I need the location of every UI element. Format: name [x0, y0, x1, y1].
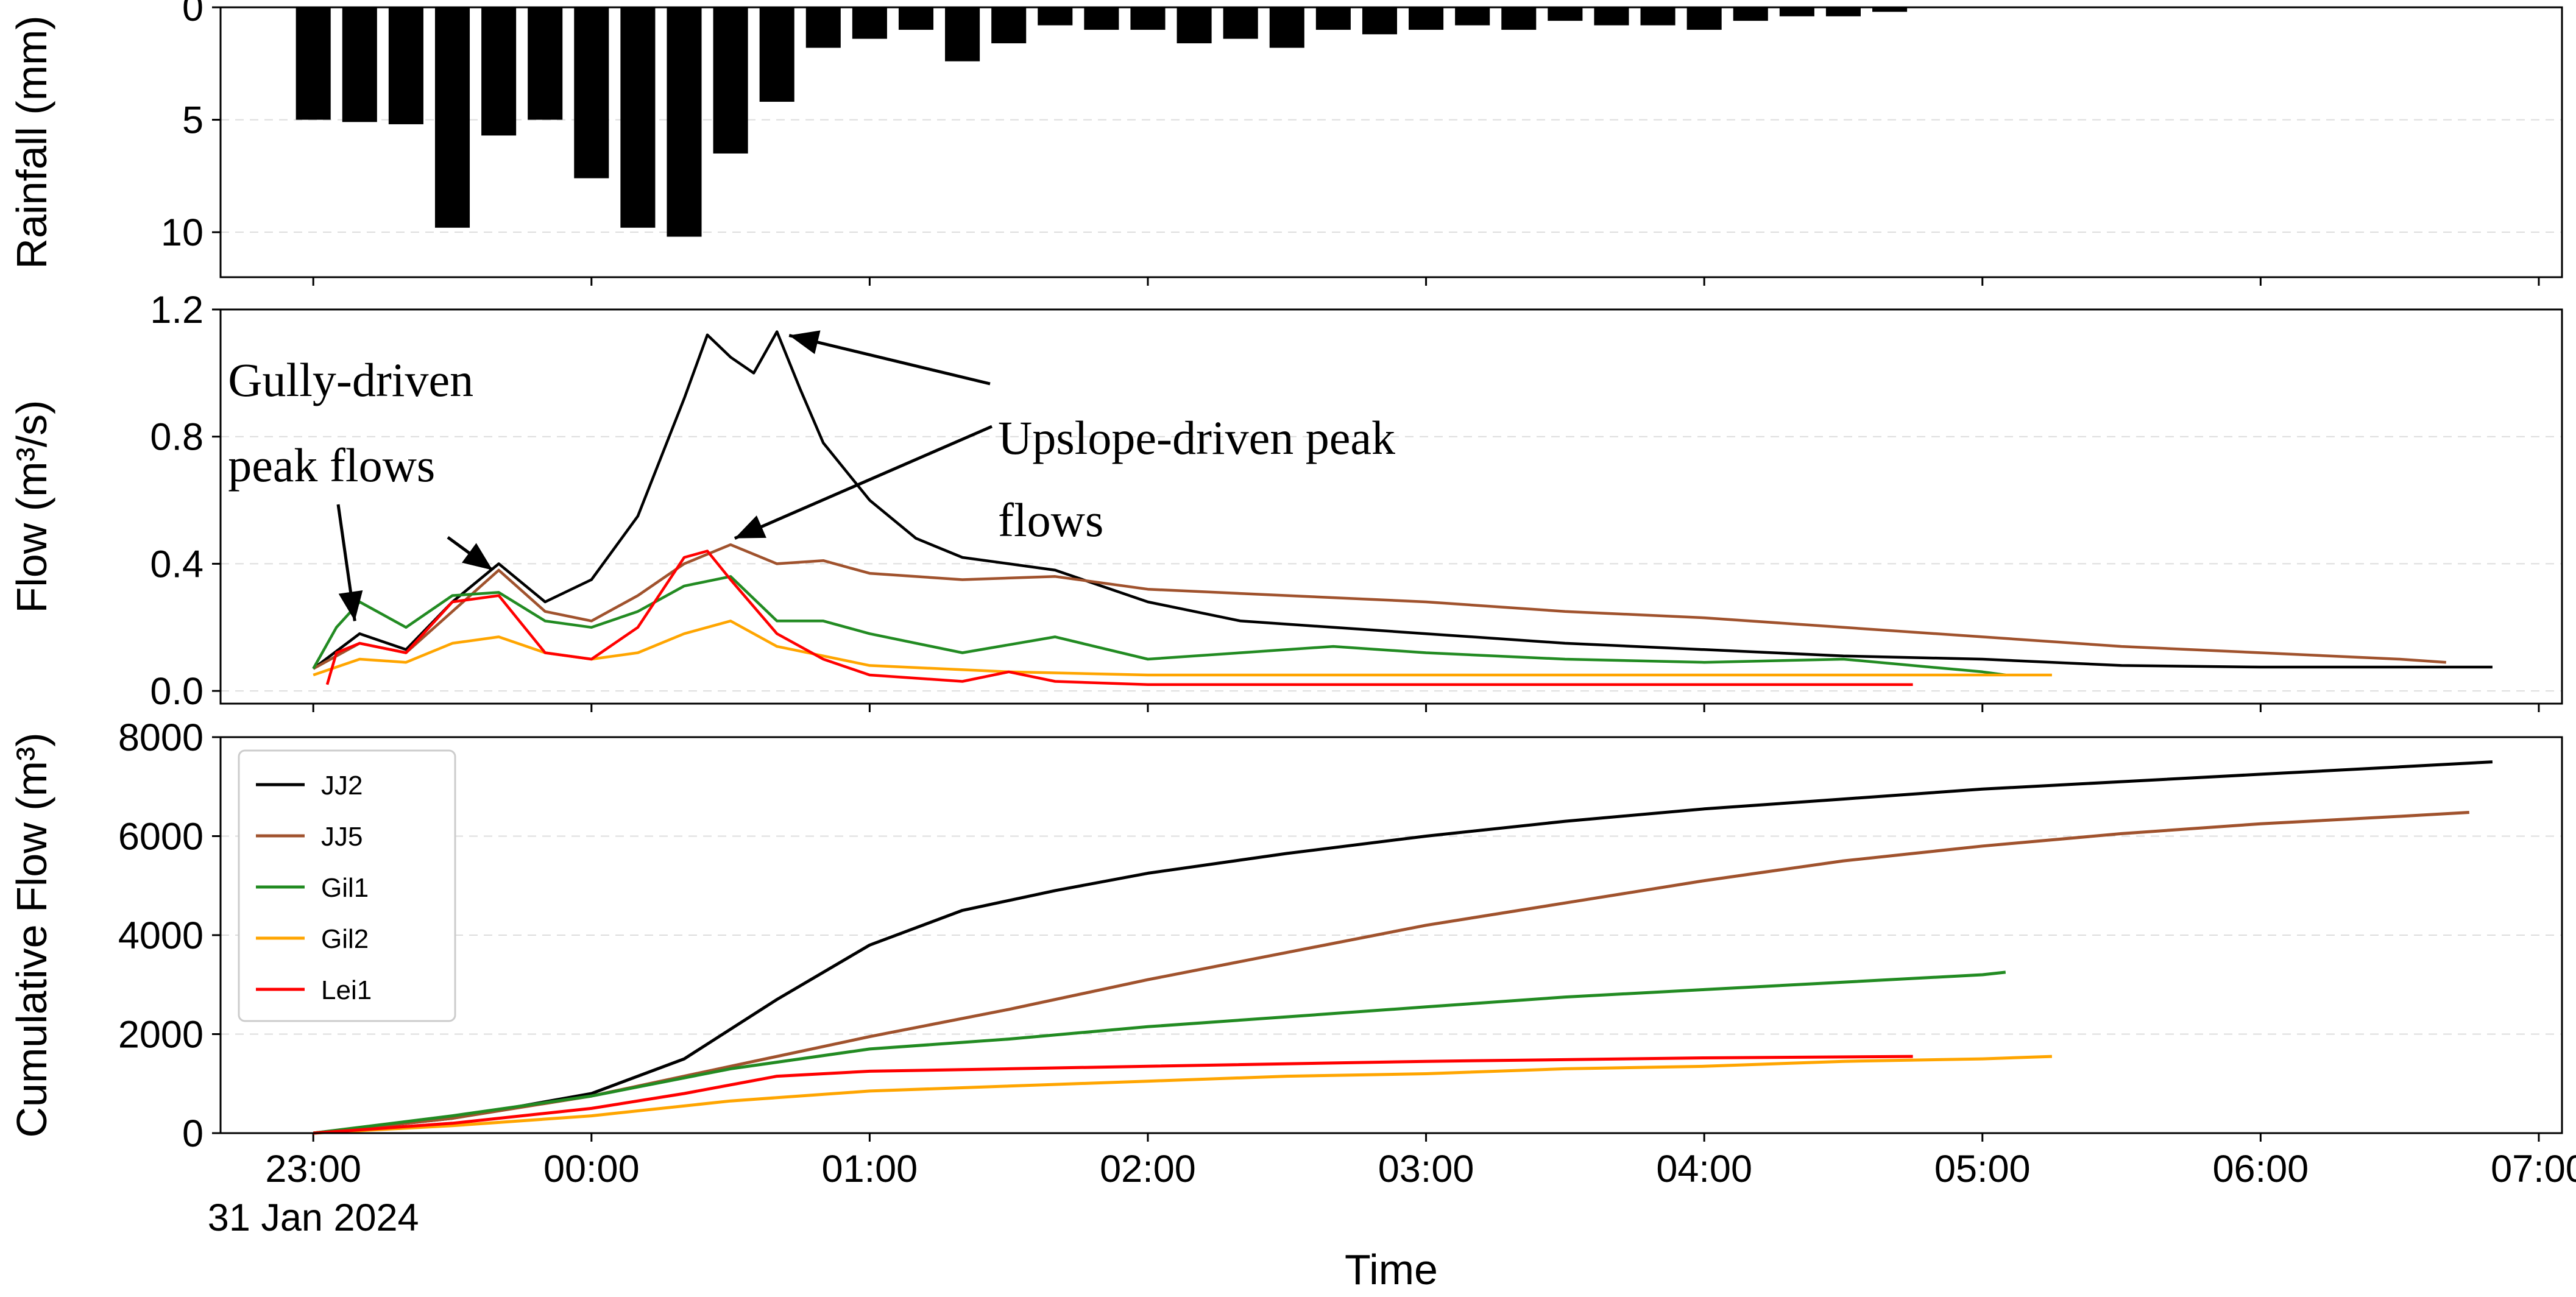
rainfall-bar: [434, 7, 470, 228]
rainfall-bar: [1548, 7, 1583, 21]
time-tick-label: 06:00: [2213, 1148, 2309, 1190]
rainfall-bar: [1825, 7, 1861, 16]
rainfall-bar: [528, 7, 563, 120]
rainfall-bar: [1501, 7, 1537, 30]
cumulative-ytick-label: 0: [182, 1112, 203, 1155]
legend-label-lei1: Lei1: [321, 975, 372, 1005]
upslope-arrow-1-shaft: [788, 334, 991, 386]
cumulative-line-gil2: [313, 1055, 2052, 1135]
rainfall-bar: [1223, 7, 1258, 39]
time-tick-label: 07:00: [2491, 1148, 2576, 1190]
cumulative-frame: [219, 736, 2563, 1134]
legend-label-gil2: Gil2: [321, 924, 369, 954]
rainfall-bar: [620, 7, 656, 228]
flow-line-gil1: [312, 575, 2006, 677]
rainfall-ytick-label: 10: [161, 211, 203, 254]
rainfall-bar: [1315, 7, 1351, 30]
cumulative-line-lei1: [313, 1055, 1913, 1135]
time-tick-label: 03:00: [1378, 1148, 1474, 1190]
flow-ytick-label: 0.4: [150, 543, 203, 585]
cumulative-ylabel: Cumulative Flow (m³): [8, 732, 55, 1137]
rainfall-bar: [1872, 7, 1908, 12]
legend-box: [238, 749, 456, 1022]
rainfall-bar: [759, 7, 794, 102]
rainfall-ytick-label: 0: [182, 0, 203, 29]
time-tick-label: 23:00: [265, 1148, 361, 1190]
flow-line-jj5: [313, 543, 2446, 670]
flow-ytick-label: 0.0: [150, 670, 203, 713]
legend-label-gil1: Gil1: [321, 873, 369, 903]
rainfall-ylabel: Rainfall (mm): [8, 15, 55, 269]
rainfall-bar: [1269, 7, 1304, 48]
time-axis: 23:00 00:00 01:00 02:00 03:00 04:00 05:00 06:00…: [208, 1148, 2576, 1293]
date-label: 31 Jan 2024: [208, 1196, 419, 1239]
cumulative-line-jj2: [313, 760, 2493, 1135]
cumulative-ytick-label: 2000: [118, 1014, 203, 1056]
rainfall-bar: [1733, 7, 1768, 21]
gully-arrow-2-head: [462, 543, 493, 570]
rainfall-bar: [388, 7, 423, 124]
flow-line-gil2: [313, 620, 2052, 677]
rainfall-bar: [1362, 7, 1398, 35]
rainfall-bar: [481, 7, 517, 136]
rainfall-bar: [991, 7, 1027, 44]
gully-arrow-1-head: [338, 590, 363, 621]
cumulative-ytick-label: 6000: [118, 816, 203, 858]
legend-label-jj2: JJ2: [321, 771, 363, 800]
rainfall-bar: [1084, 7, 1119, 30]
rainfall-bar: [805, 7, 841, 48]
rainfall-bar: [1177, 7, 1212, 44]
upslope-arrow-2-head: [734, 515, 766, 539]
rainfall-bar: [1455, 7, 1490, 26]
rainfall-bar: [1409, 7, 1444, 30]
annotation-upslope-line1: Upslope-driven peak: [998, 411, 1395, 464]
flow-ytick-label: 1.2: [150, 289, 203, 331]
x-axis-title: Time: [1345, 1246, 1438, 1293]
rainfall-panel: 0 5 10 Rainfall (mm): [8, 0, 2563, 286]
rainfall-bar: [898, 7, 934, 30]
legend-label-jj5: JJ5: [321, 822, 363, 852]
flow-ytick-label: 0.8: [150, 416, 203, 459]
cumulative-flow-panel: 0 2000 4000 6000 8000 Cumulative Flow (m³): [8, 716, 2563, 1155]
flow-frame: [219, 308, 2563, 705]
time-tick-label: 00:00: [543, 1148, 640, 1190]
annotation-gully-line2: peak flows: [228, 439, 435, 492]
rainfall-bar: [713, 7, 748, 154]
cumulative-ytick-label: 4000: [118, 914, 203, 957]
cumulative-line-gil1: [313, 970, 2006, 1135]
upslope-arrow-1-head: [789, 330, 821, 355]
flow-line-jj2: [312, 330, 2493, 670]
annotation-upslope-line2: flows: [998, 493, 1103, 546]
flow-ylabel: Flow (m³/s): [8, 400, 55, 613]
rainfall-bar: [1594, 7, 1629, 26]
rainfall-bar: [945, 7, 980, 62]
rainfall-frame: [219, 6, 2563, 278]
rainfall-bar: [342, 7, 377, 122]
rainfall-bar: [1686, 7, 1722, 30]
annotation-gully-line1: Gully-driven: [228, 353, 473, 406]
rainfall-bar: [1779, 7, 1814, 16]
rainfall-bar: [667, 7, 702, 237]
flow-panel: 0.0 0.4 0.8 1.2 Flow (m³/s) Gully-driven peak …: [8, 289, 2563, 713]
rainfall-bar: [1640, 7, 1675, 26]
legend: JJ2 JJ5 Gil1 Gil2 Lei1: [238, 749, 456, 1022]
rainfall-bar: [1130, 7, 1166, 30]
rainfall-ytick-label: 5: [182, 99, 203, 142]
flow-line-lei1: [325, 550, 1913, 686]
cumulative-ytick-label: 8000: [118, 716, 203, 759]
rainfall-bar: [295, 7, 331, 120]
rainfall-bar: [574, 7, 609, 178]
rainfall-bar: [1038, 7, 1073, 26]
time-tick-label: 05:00: [1934, 1148, 2031, 1190]
upslope-arrow-2-shaft: [734, 425, 993, 540]
time-tick-label: 02:00: [1100, 1148, 1196, 1190]
time-tick-label: 04:00: [1656, 1148, 1752, 1190]
cumulative-line-jj5: [313, 811, 2469, 1135]
rainfall-bar: [852, 7, 887, 39]
time-tick-label: 01:00: [822, 1148, 918, 1190]
